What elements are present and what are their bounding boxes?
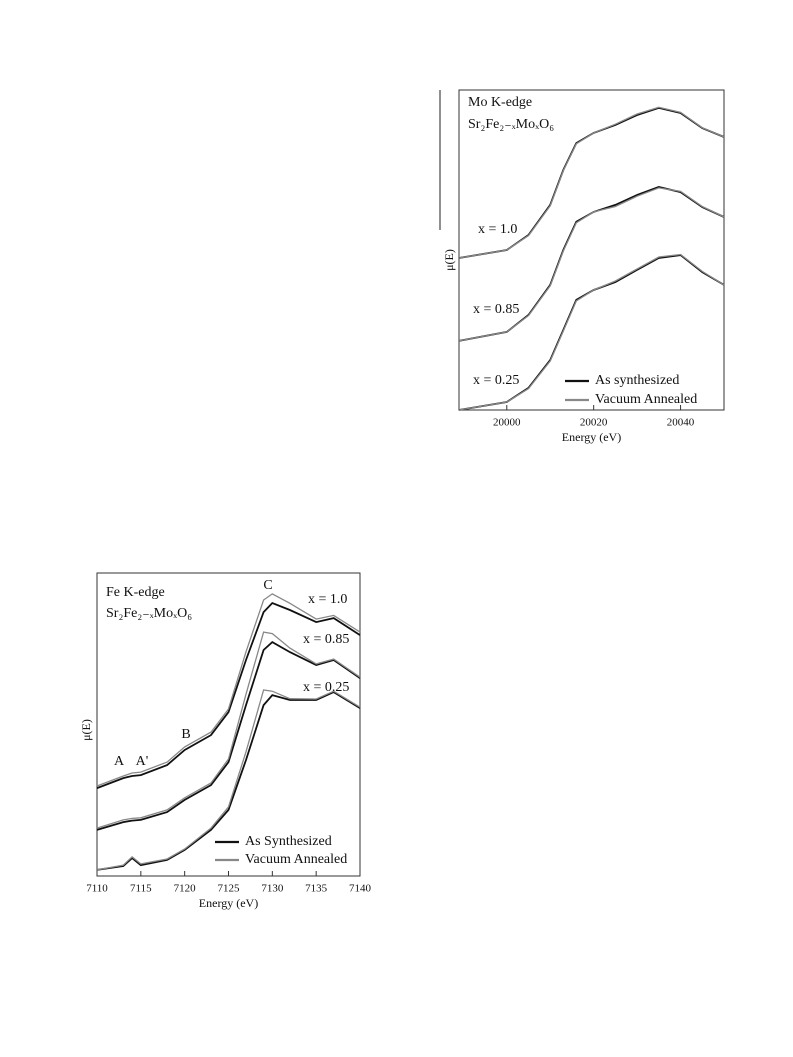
y-axis-label: μ(E) xyxy=(79,719,93,741)
curve xyxy=(96,689,361,871)
x-tick-label: 7110 xyxy=(86,883,108,895)
legend-label: As Synthesized xyxy=(245,834,332,849)
x-axis-label: Energy (eV) xyxy=(562,430,621,444)
curve xyxy=(96,593,361,787)
curve xyxy=(458,106,725,259)
curve xyxy=(96,691,361,871)
curve xyxy=(96,640,361,831)
curve xyxy=(96,601,361,789)
x-tick-label: 7130 xyxy=(261,883,284,895)
curve-label: x = 0.25 xyxy=(473,373,519,388)
x-tick-label: 20000 xyxy=(493,417,521,429)
x-tick-label: 7135 xyxy=(305,883,328,895)
plot-frame xyxy=(458,89,725,411)
curve-label: x = 0.85 xyxy=(303,632,349,647)
x-tick-label: 20040 xyxy=(667,417,695,429)
annotation: A xyxy=(114,754,125,769)
legend-label: Vacuum Annealed xyxy=(245,852,347,867)
chart-title: Fe K-edge xyxy=(106,585,165,600)
x-tick-label: 7140 xyxy=(349,883,372,895)
x-tick-label: 7125 xyxy=(218,883,241,895)
curve xyxy=(458,186,725,342)
legend-label: As synthesized xyxy=(595,373,679,388)
curve-label: x = 1.0 xyxy=(478,222,517,237)
x-tick-label: 7120 xyxy=(174,883,197,895)
x-axis-label: Energy (eV) xyxy=(199,896,258,910)
annotation: C xyxy=(263,578,272,593)
curve-label: x = 0.25 xyxy=(303,680,349,695)
curve xyxy=(458,253,725,411)
legend-label: Vacuum Annealed xyxy=(595,392,697,407)
curve xyxy=(96,631,361,829)
curve-label: x = 0.85 xyxy=(473,302,519,317)
x-tick-label: 20020 xyxy=(580,417,608,429)
curve-label: x = 1.0 xyxy=(308,592,347,607)
annotation: A' xyxy=(136,754,149,769)
y-axis-label: μ(E) xyxy=(442,249,456,271)
curve xyxy=(458,187,725,342)
chart-subtitle: Sr₂Fe₂₋ₓMoₓO₆ xyxy=(468,117,554,132)
chart-subtitle: Sr₂Fe₂₋ₓMoₓO₆ xyxy=(106,606,192,621)
chart-title: Mo K-edge xyxy=(468,95,532,110)
annotation: B xyxy=(181,727,190,742)
x-tick-label: 7115 xyxy=(130,883,152,895)
